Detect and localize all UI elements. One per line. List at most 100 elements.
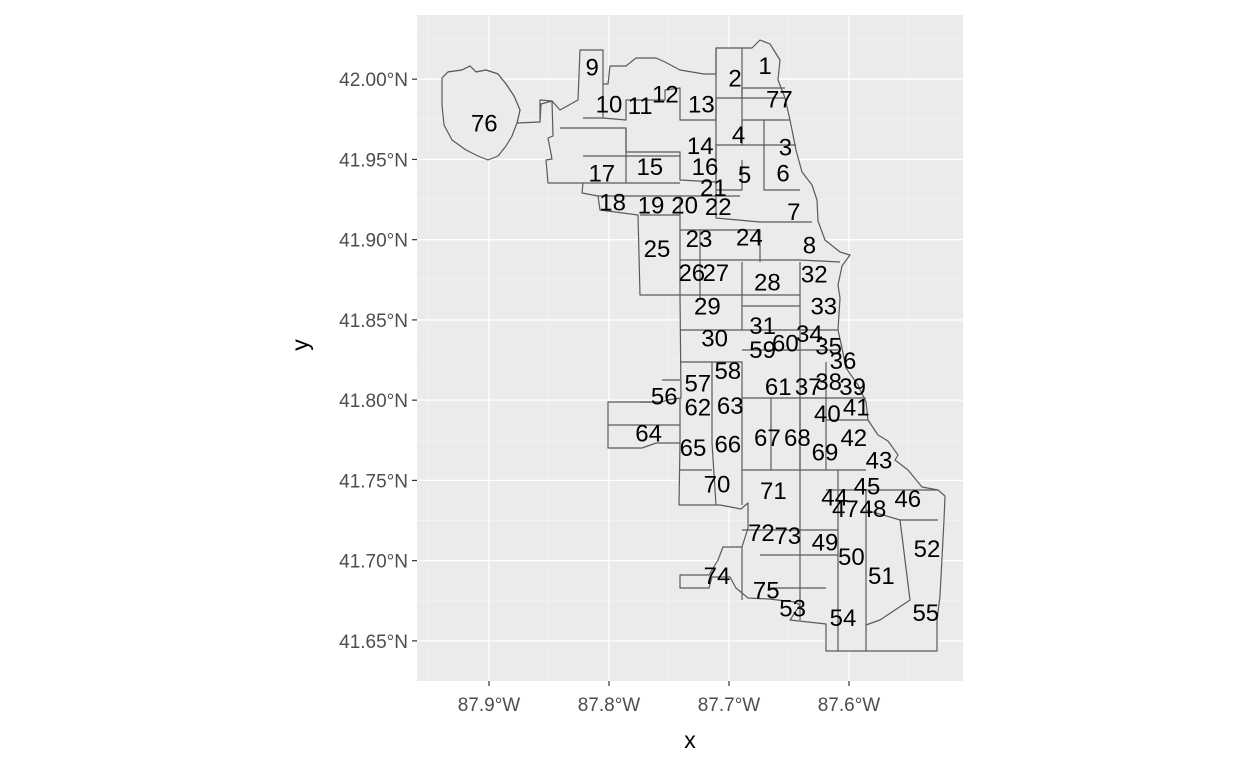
x-tick-label: 87.7°W <box>698 695 761 716</box>
y-tick-label: 41.90°N <box>339 231 408 252</box>
area-boundary-line <box>763 120 800 191</box>
community-area-label: 53 <box>779 595 806 622</box>
community-area-label: 65 <box>680 435 707 462</box>
community-area-label: 31 <box>749 313 776 340</box>
community-area-label: 14 <box>687 133 714 160</box>
community-area-label: 68 <box>784 425 811 452</box>
community-area-label: 51 <box>868 563 895 590</box>
community-area-label: 27 <box>702 260 729 287</box>
community-area-label: 45 <box>854 473 881 500</box>
x-tick-label: 87.6°W <box>818 695 881 716</box>
community-area-label: 17 <box>588 160 615 187</box>
community-area-label: 76 <box>471 111 498 138</box>
community-area-label: 59 <box>749 337 776 364</box>
community-area-label: 33 <box>810 294 837 321</box>
ohare-area <box>441 65 521 161</box>
community-area-label: 1 <box>758 53 771 80</box>
community-area-label: 60 <box>772 330 799 357</box>
community-area-label: 55 <box>912 600 939 627</box>
community-area-label: 44 <box>821 485 848 512</box>
community-area-label: 15 <box>636 154 663 181</box>
community-area-label: 23 <box>686 226 713 253</box>
community-area-label: 21 <box>700 175 727 202</box>
x-tick-label: 87.9°W <box>458 695 521 716</box>
y-tick-label: 41.70°N <box>339 552 408 573</box>
y-tick-label: 41.95°N <box>339 150 408 171</box>
community-area-label: 52 <box>914 536 941 563</box>
community-area-label: 20 <box>671 192 698 219</box>
community-area-label: 11 <box>628 93 653 120</box>
community-area-label: 46 <box>894 486 921 513</box>
area-boundary-line <box>865 519 911 626</box>
community-area-label: 38 <box>815 369 842 396</box>
community-area-label: 43 <box>866 448 893 475</box>
community-area-label: 13 <box>688 91 715 118</box>
community-area-label: 50 <box>838 544 865 571</box>
y-axis-title: y <box>287 339 313 351</box>
community-area-label: 48 <box>860 496 887 523</box>
community-area-label: 74 <box>704 563 731 590</box>
community-area-label: 3 <box>779 135 792 162</box>
y-tick-label: 41.80°N <box>339 391 408 412</box>
community-area-label: 77 <box>766 87 793 114</box>
community-area-label: 2 <box>728 66 741 93</box>
area-boundary-line <box>716 160 743 191</box>
area-boundary-line <box>715 182 812 223</box>
community-area-label: 36 <box>830 348 857 375</box>
community-area-label: 9 <box>586 54 599 81</box>
community-area-label: 63 <box>717 393 744 420</box>
community-area-label: 57 <box>684 371 711 398</box>
axes: 87.9°W 87.8°W 87.7°W 87.6°W41.65°N41.70°N41… <box>339 70 880 716</box>
community-area-label: 6 <box>776 160 789 187</box>
community-area-label: 69 <box>812 440 839 467</box>
community-area-label: 49 <box>812 529 839 556</box>
area-boundary-line <box>680 259 841 263</box>
community-area-label: 75 <box>753 578 780 605</box>
community-area-label: 72 <box>748 520 775 547</box>
community-area-label: 24 <box>736 225 763 252</box>
community-area-label: 66 <box>714 432 741 459</box>
community-area-label: 12 <box>652 82 679 109</box>
community-area-label: 70 <box>704 472 731 499</box>
x-tick-label: 87.8°W <box>578 695 641 716</box>
y-tick-label: 42.00°N <box>339 70 408 91</box>
y-tick-label: 41.65°N <box>339 632 408 653</box>
community-area-label: 42 <box>840 425 867 452</box>
community-area-label: 4 <box>732 122 745 149</box>
community-area-label: 22 <box>705 194 732 221</box>
community-area-label: 58 <box>714 358 741 385</box>
community-area-label: 61 <box>765 374 792 401</box>
community-area-label: 39 <box>839 374 866 401</box>
community-area-label: 41 <box>843 395 870 422</box>
community-area-label: 56 <box>651 383 678 410</box>
community-area-label: 32 <box>801 261 828 288</box>
y-tick-label: 41.85°N <box>339 311 408 332</box>
community-area-label: 7 <box>787 199 800 226</box>
community-area-label: 64 <box>635 420 662 447</box>
community-area-label: 25 <box>644 236 671 263</box>
community-area-label: 73 <box>774 523 801 550</box>
community-area-label: 71 <box>760 478 787 505</box>
community-area-label: 16 <box>692 154 719 181</box>
community-area-label: 28 <box>754 270 781 297</box>
community-area-label: 35 <box>815 334 842 361</box>
x-axis-title: x <box>684 727 696 753</box>
community-area-label: 18 <box>599 189 626 216</box>
community-area-label: 26 <box>678 260 705 287</box>
community-area-label: 30 <box>701 326 728 353</box>
community-area-label: 67 <box>754 425 781 452</box>
community-area-label: 8 <box>803 233 816 260</box>
community-area-boundaries <box>441 39 946 652</box>
community-area-label: 19 <box>638 192 665 219</box>
community-area-label: 37 <box>795 374 822 401</box>
community-area-label: 10 <box>596 91 623 118</box>
community-area-label: 62 <box>684 395 711 422</box>
community-area-label: 34 <box>796 321 823 348</box>
city-outline <box>441 39 946 652</box>
community-area-label: 47 <box>832 496 859 523</box>
area-boundary-line <box>799 350 866 471</box>
area-boundary-line <box>711 398 717 506</box>
community-area-label: 5 <box>738 162 751 189</box>
